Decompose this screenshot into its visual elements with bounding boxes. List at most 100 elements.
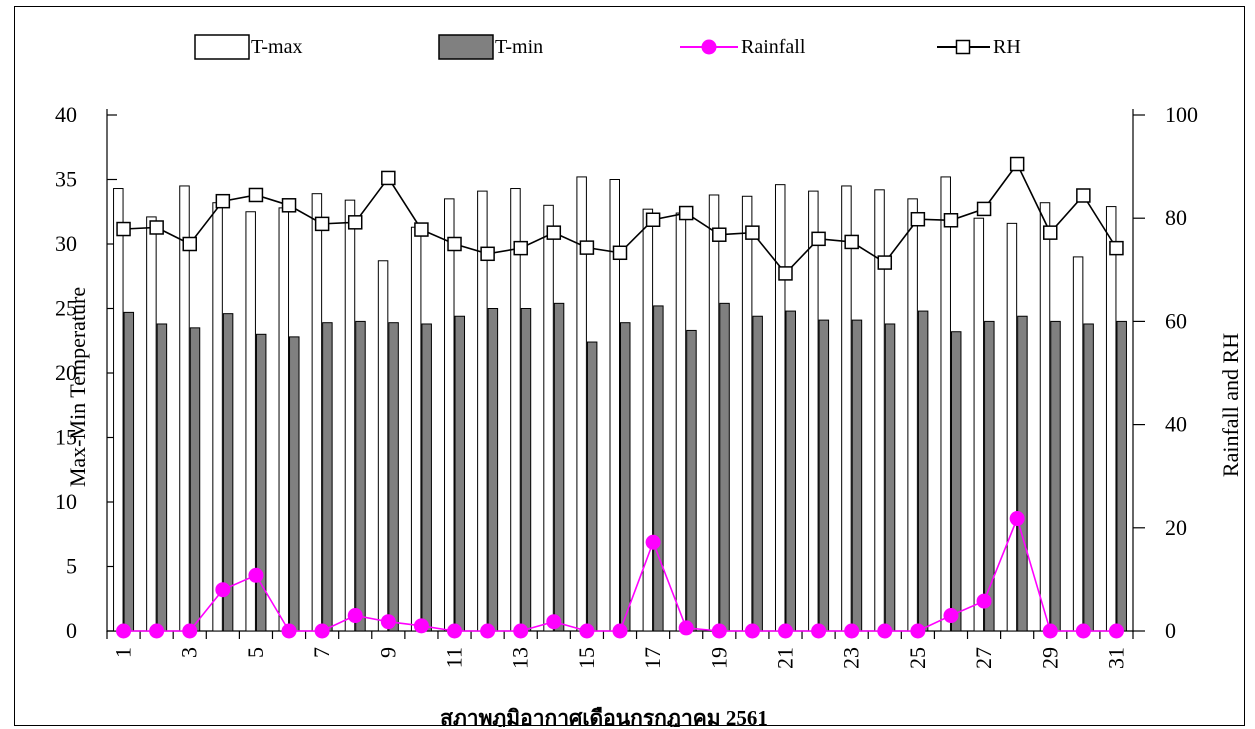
- bar-tmin: [1083, 323, 1094, 632]
- right-tick-label: 60: [1165, 308, 1187, 333]
- legend-swatch-tmin: [438, 34, 494, 60]
- x-tick-label: 7: [309, 647, 334, 658]
- rh-point: [712, 227, 727, 242]
- bar-tmax: [543, 204, 554, 632]
- rh-point: [314, 216, 330, 232]
- legend-label-tmin: T-min: [495, 36, 543, 58]
- x-tick-label: 1: [111, 647, 136, 658]
- bar-tmin: [388, 322, 399, 632]
- rainfall-point: [116, 623, 132, 639]
- rh-point: [215, 193, 231, 209]
- rainfall-point: [447, 623, 463, 639]
- bar-tmin: [1050, 320, 1061, 632]
- rainfall-point: [877, 623, 893, 639]
- bar-tmax: [344, 199, 356, 632]
- rh-point: [910, 211, 926, 227]
- bar-tmax: [675, 212, 687, 632]
- right-tick-label: 20: [1165, 515, 1187, 540]
- rh-point: [877, 255, 893, 270]
- rainfall-point: [1108, 623, 1124, 639]
- rainfall-point: [777, 623, 793, 639]
- bar-tmin: [255, 333, 267, 632]
- bar-tmax: [444, 198, 455, 632]
- bar-tmin: [620, 322, 631, 632]
- legend-marker-rh: [955, 39, 971, 55]
- left-tick-label: 25: [55, 296, 77, 321]
- bar-tmax: [1072, 256, 1084, 632]
- left-tick-label: 5: [66, 554, 77, 579]
- rainfall-point: [1075, 623, 1091, 639]
- left-axis-title: Max-Min Temperature: [65, 287, 90, 487]
- bar-tmin: [553, 302, 565, 632]
- x-tick-label: 5: [243, 647, 268, 658]
- legend-label-rainfall: Rainfall: [741, 36, 806, 58]
- rh-point: [943, 213, 959, 228]
- x-tick-label: 11: [442, 647, 467, 668]
- x-tick-label: 25: [905, 647, 930, 669]
- bar-tmin: [884, 323, 896, 632]
- legend-marker-rainfall: [701, 39, 717, 55]
- x-tick-label: 19: [706, 647, 731, 669]
- rainfall-point: [943, 608, 959, 624]
- left-tick-label: 0: [66, 618, 77, 643]
- rh-point: [1109, 240, 1124, 256]
- right-y-ticks: 0 20 40 60 80 100: [1133, 102, 1198, 643]
- rh-point: [347, 215, 363, 230]
- rainfall-point: [182, 623, 198, 639]
- rh-point: [116, 221, 131, 237]
- bar-tmin: [322, 322, 333, 632]
- rh-point: [811, 231, 826, 247]
- left-tick-label: 10: [55, 489, 77, 514]
- rainfall-point: [149, 623, 165, 639]
- x-ticks: 1 3 5 7 9 11 13 15 17 19 21 23 25 27 29 31: [106, 631, 1134, 669]
- rh-point: [1043, 225, 1058, 240]
- rainfall-point: [480, 623, 496, 639]
- left-tick-label: 15: [55, 425, 77, 450]
- bar-tmax: [940, 176, 951, 632]
- left-tick-label: 35: [55, 167, 77, 192]
- bar-tmin: [851, 319, 863, 632]
- bar-tmax: [179, 185, 190, 632]
- bar-tmin: [950, 331, 962, 632]
- bar-tmin: [686, 329, 697, 632]
- bar-tmax: [774, 184, 786, 632]
- x-tick-label: 21: [772, 647, 797, 669]
- rainfall-point: [744, 623, 760, 639]
- bar-tmax: [1039, 202, 1051, 632]
- bar-tmin: [487, 308, 499, 632]
- x-axis-title: สภาพภูมิอากาศเดือนกรกฎาคม 2561: [440, 706, 768, 727]
- bar-tmax: [642, 208, 654, 632]
- bar-tmin: [1017, 315, 1028, 632]
- rainfall-point: [612, 623, 628, 639]
- right-tick-label: 100: [1165, 102, 1198, 127]
- bars: [113, 176, 1127, 632]
- legend-label-tmax: T-max: [251, 36, 302, 58]
- bar-tmin: [355, 320, 366, 632]
- bar-tmax: [410, 226, 422, 632]
- chart-frame: T-max T-min Rainfall RH 0 5 10 15 20 25 30 35 40…: [14, 6, 1245, 727]
- legend-swatch-tmax: [194, 34, 250, 60]
- x-tick-label: 23: [839, 647, 864, 669]
- bar-tmax: [907, 198, 918, 632]
- rainfall-point: [910, 623, 926, 639]
- x-tick-label: 27: [971, 647, 996, 669]
- rh-point: [745, 225, 760, 240]
- x-tick-label: 3: [177, 647, 202, 658]
- rh-point: [844, 234, 859, 250]
- rainfall-point: [347, 608, 363, 624]
- bar-tmin: [785, 310, 796, 632]
- bar-tmax: [278, 207, 290, 632]
- right-tick-label: 40: [1165, 412, 1187, 437]
- series-markers: [116, 156, 1124, 639]
- rainfall-point: [513, 623, 529, 639]
- rainfall-point: [215, 582, 231, 598]
- right-tick-label: 80: [1165, 205, 1187, 230]
- bar-tmax: [841, 185, 852, 632]
- left-tick-label: 40: [55, 102, 77, 127]
- bar-tmin: [818, 319, 830, 632]
- rainfall-point: [314, 623, 330, 639]
- rh-point: [678, 205, 694, 221]
- bar-tmax: [377, 260, 389, 632]
- legend: T-max T-min Rainfall RH: [194, 34, 1021, 60]
- rh-point: [645, 212, 661, 227]
